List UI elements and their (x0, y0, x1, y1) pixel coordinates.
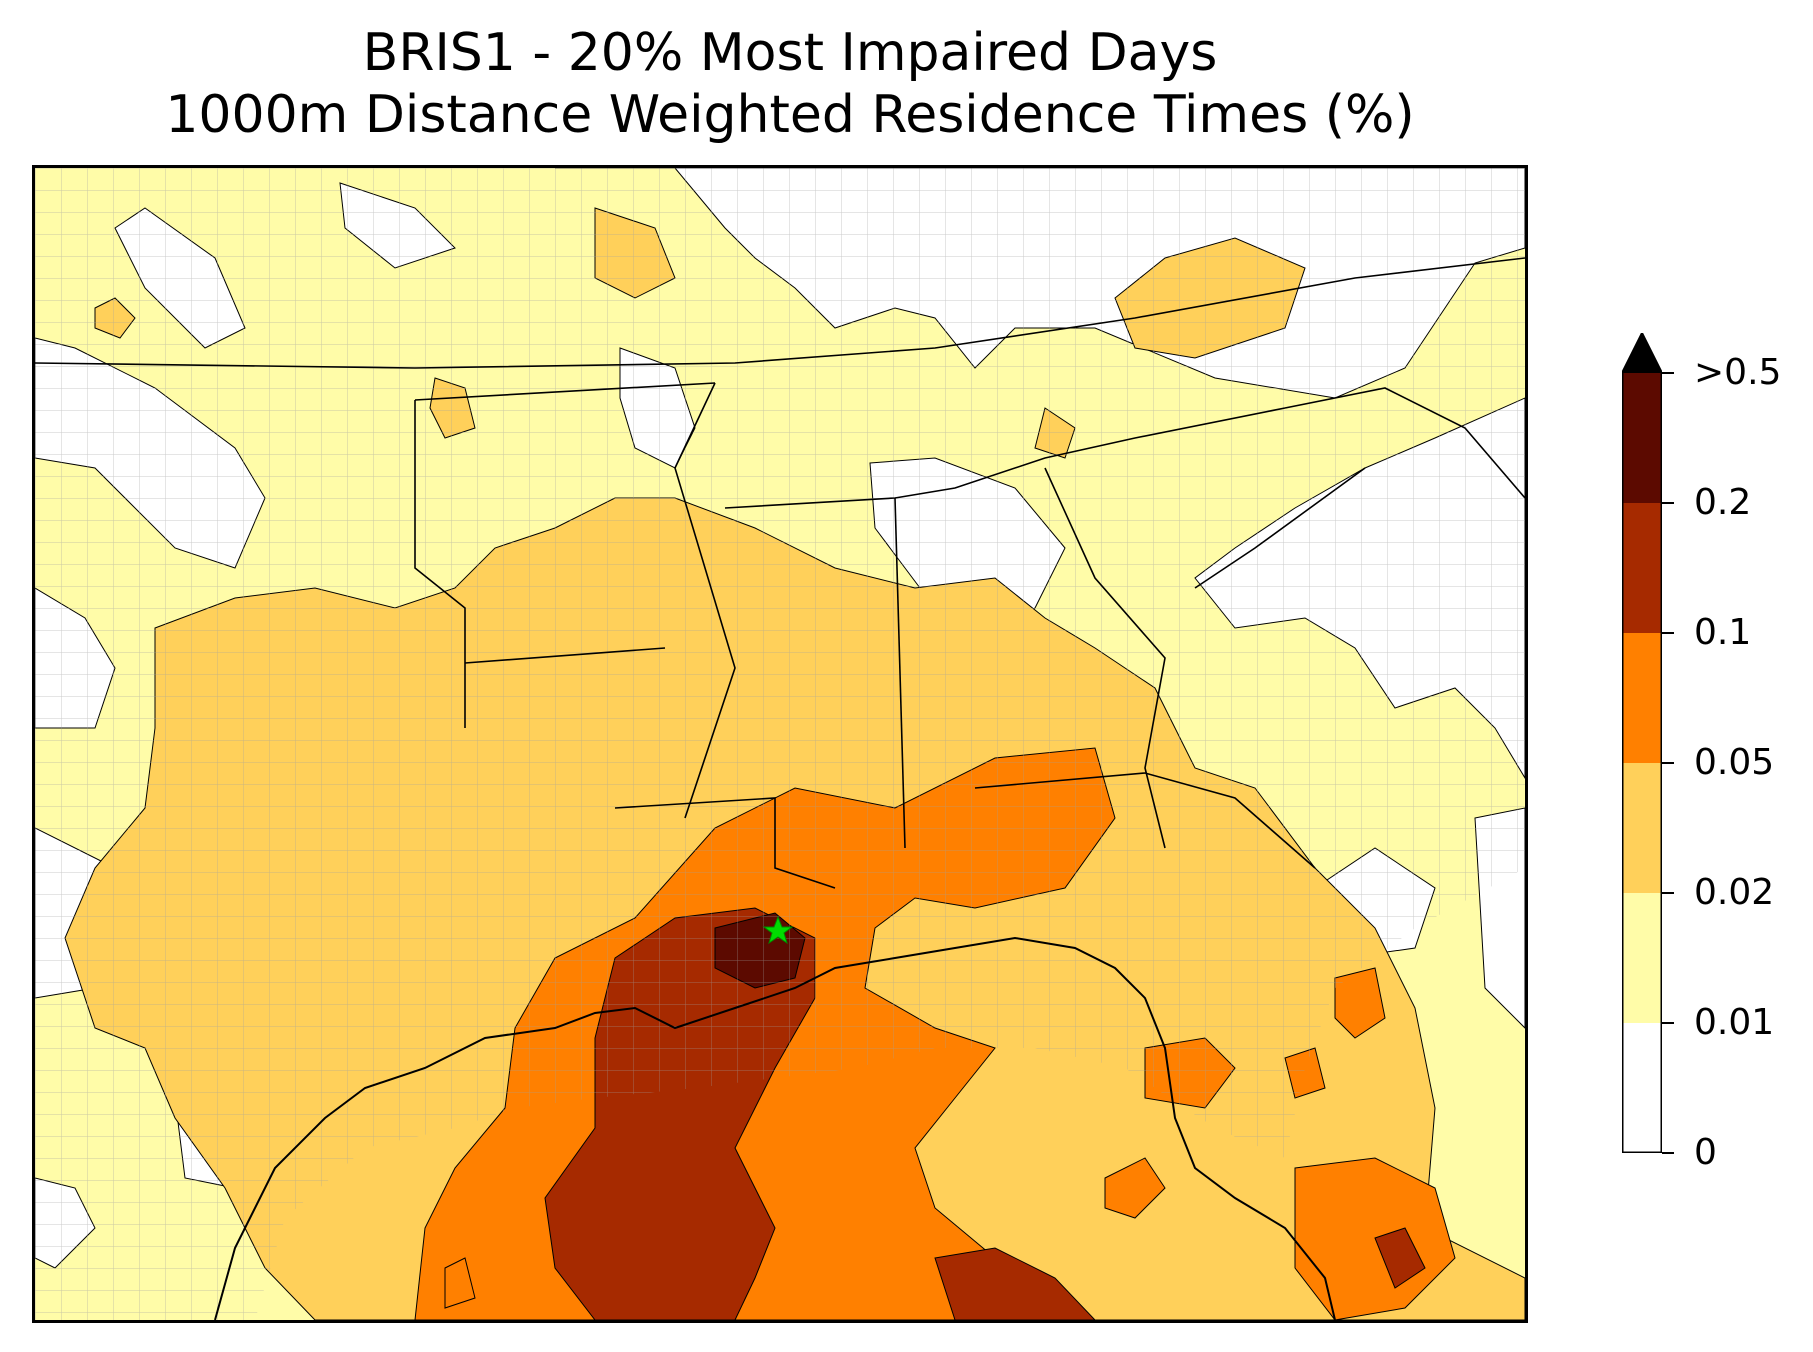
colorbar-swatch-1 (1622, 893, 1662, 1023)
colorbar-tick-mark (1662, 892, 1674, 894)
map-panel (32, 165, 1528, 1323)
colorbar-tick-mark (1662, 762, 1674, 764)
site-marker-star (762, 915, 794, 945)
colorbar-tick-mark (1662, 1022, 1674, 1024)
colorbar-swatch-0 (1622, 1023, 1662, 1153)
colorbar-swatch-4 (1622, 503, 1662, 633)
colorbar-extend-triangle (1620, 330, 1664, 374)
colorbar-tick-mark (1662, 632, 1674, 634)
colorbar-tick-label: 0 (1694, 1132, 1717, 1173)
colorbar-swatch-5 (1622, 373, 1662, 503)
colorbar-tick-label: 0.2 (1694, 482, 1752, 523)
colorbar-tick-label: >0.5 (1694, 352, 1782, 393)
colorbar-tick-mark (1662, 502, 1674, 504)
residence-time-map (35, 168, 1525, 1320)
colorbar-tick-label: 0.02 (1694, 872, 1775, 913)
colorbar-swatch-2 (1622, 763, 1662, 893)
colorbar-graphic (1620, 330, 1664, 1155)
title-line-1: BRIS1 - 20% Most Impaired Days (362, 23, 1218, 83)
colorbar-tick-label: 0.05 (1694, 742, 1775, 783)
colorbar (1620, 330, 1664, 1155)
county-boundaries (35, 168, 1525, 1320)
colorbar-tick-label: 0.01 (1694, 1002, 1775, 1043)
colorbar-tick-label: 0.1 (1694, 612, 1752, 653)
coastline (214, 936, 1336, 1320)
map-title: BRIS1 - 20% Most Impaired Days 1000m Dis… (0, 22, 1580, 146)
state-boundaries (35, 257, 1525, 889)
colorbar-tick-mark (1662, 1152, 1674, 1154)
title-line-2: 1000m Distance Weighted Residence Times … (165, 85, 1415, 145)
colorbar-swatch-3 (1622, 633, 1662, 763)
colorbar-tick-mark (1662, 372, 1674, 374)
